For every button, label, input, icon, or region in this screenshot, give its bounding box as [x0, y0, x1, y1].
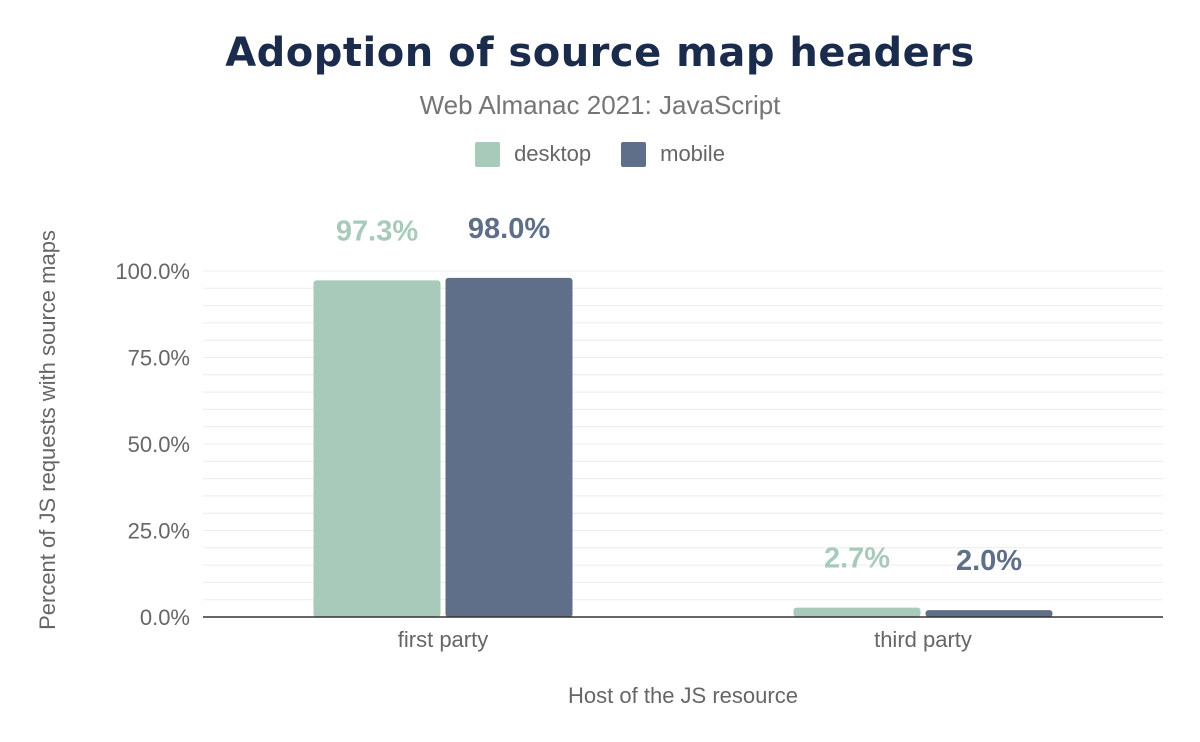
y-axis-title: Percent of JS requests with source maps — [35, 230, 60, 630]
bar-mobile — [925, 610, 1053, 617]
x-axis-title: Host of the JS resource — [568, 683, 798, 708]
data-label-desktop: 2.7% — [824, 543, 890, 575]
legend-label-desktop: desktop — [514, 141, 592, 166]
chart-subtitle: Web Almanac 2021: JavaScript — [419, 90, 781, 120]
bar-desktop — [793, 607, 921, 617]
legend-swatch-mobile — [621, 141, 647, 167]
data-label-mobile: 2.0% — [956, 545, 1022, 577]
bar-desktop — [313, 280, 441, 617]
legend-label-mobile: mobile — [660, 141, 725, 166]
legend-item-mobile[interactable]: mobile — [621, 141, 725, 167]
chart-title: Adoption of source map headers — [225, 30, 975, 76]
y-tick-label: 0.0% — [140, 605, 190, 630]
y-tick-label: 50.0% — [128, 432, 190, 457]
legend: desktop mobile — [0, 141, 1200, 167]
y-tick-label: 25.0% — [128, 519, 190, 544]
x-tick-label: first party — [398, 627, 488, 652]
legend-item-desktop[interactable]: desktop — [475, 141, 591, 167]
y-tick-label: 100.0% — [115, 259, 190, 284]
bar-mobile — [445, 277, 573, 617]
x-tick-label: third party — [874, 627, 972, 652]
legend-swatch-desktop — [475, 141, 501, 167]
y-tick-label: 75.0% — [128, 346, 190, 371]
data-label-mobile: 98.0% — [468, 213, 550, 245]
data-label-desktop: 97.3% — [336, 215, 418, 247]
